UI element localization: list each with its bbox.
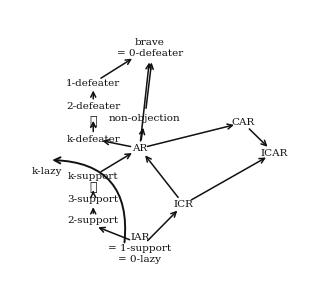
Text: 2-defeater: 2-defeater: [66, 102, 120, 111]
Text: k-lazy: k-lazy: [32, 167, 62, 176]
Text: IAR
= 1-support
= 0-lazy: IAR = 1-support = 0-lazy: [108, 233, 171, 264]
Text: ICAR: ICAR: [260, 148, 288, 158]
Text: CAR: CAR: [231, 118, 254, 127]
Text: k-defeater: k-defeater: [66, 135, 120, 144]
Text: brave
= 0-defeater: brave = 0-defeater: [117, 38, 183, 58]
Text: non-objection: non-objection: [109, 114, 181, 122]
Text: 2-support: 2-support: [68, 216, 119, 225]
Text: 3-support: 3-support: [68, 195, 119, 204]
Text: 1-defeater: 1-defeater: [66, 78, 120, 88]
Text: k-support: k-support: [68, 172, 119, 181]
Text: ICR: ICR: [173, 200, 193, 209]
Text: ⋮: ⋮: [90, 115, 97, 128]
Text: ⋮: ⋮: [90, 181, 97, 194]
Text: AR: AR: [132, 144, 147, 153]
